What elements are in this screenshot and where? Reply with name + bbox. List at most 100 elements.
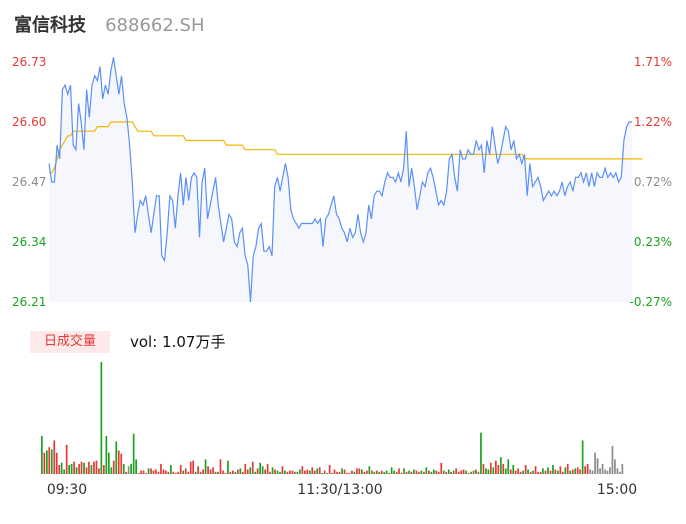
volume-bar [140,470,142,474]
volume-bar [524,465,527,474]
volume-bar [480,432,482,474]
volume-bar [271,467,274,474]
y2-tick-label: 0.72% [634,175,672,189]
volume-bar [137,472,140,474]
volume-bar [599,468,601,474]
volume-bar [539,471,542,474]
volume-bar [103,465,105,474]
stock-code: 688662.SH [105,15,205,36]
volume-bar [204,459,207,474]
volume-bar [177,471,180,474]
volume-bar [316,468,319,474]
volume-readout: vol: 1.07万手 [130,333,226,351]
volume-bar [194,471,197,474]
volume-bar [544,470,547,474]
volume-bar [356,468,358,474]
volume-bar [542,468,544,474]
volume-tab[interactable]: 日成交量 [30,331,110,353]
volume-bar [398,468,400,474]
volume-bar [291,470,294,474]
volume-bar [328,465,331,474]
volume-bar [380,470,383,474]
volume-bar [261,466,264,474]
volume-bar [591,470,594,474]
volume-bar [405,471,408,474]
volume-bar [222,470,224,474]
volume-bar [554,469,557,474]
volume-bar [383,471,386,474]
volume-bar [60,462,63,474]
volume-bar [445,471,448,474]
volume-bar [447,469,450,474]
volume-bar [167,471,170,474]
volume-bar [353,471,356,474]
volume-bar [467,472,470,474]
volume-bar [311,467,314,474]
volume-bar [41,435,43,474]
volume-bar [346,472,348,474]
volume-bar [286,471,289,474]
volume-bar [487,469,490,474]
volume-bar [514,470,517,474]
volume-bar [110,467,113,474]
volume-bar [470,471,472,474]
volume-bar [547,467,549,474]
volume-bar [348,472,351,474]
y2-tick-label: -0.27% [630,295,672,309]
volume-bar [100,362,103,474]
volume-bar [368,466,371,474]
volume-bar [313,470,316,474]
volume-bar [244,463,247,474]
volume-bar [579,469,581,474]
x-tick-label: 15:00 [597,482,637,498]
volume-bar [566,463,569,474]
volume-bar [393,470,395,474]
volume-bar [217,471,219,474]
volume-bar [343,469,346,474]
volume-bar [455,468,457,474]
volume-bar [504,468,507,474]
volume-bar [482,463,485,474]
volume-bar [601,463,604,474]
volume-bar [532,470,534,474]
volume-bar [88,461,90,474]
volume-bar [420,470,423,474]
y-tick-label: 26.60 [12,115,46,129]
volume-bar [145,472,147,474]
volume-bar [415,470,418,474]
volume-bar [182,470,185,474]
volume-bar [98,468,100,474]
volume-bar [43,452,46,474]
volume-bar [120,453,123,474]
volume-bar [611,446,614,474]
volume-bar [274,469,276,474]
volume-bar [465,470,467,474]
volume-bar [105,435,108,474]
volume-bar [388,472,390,474]
volume-bar [428,470,430,474]
volume-bar [147,468,150,474]
volume-bar [537,471,539,474]
volume-bar [596,458,599,474]
volume-bar [619,471,621,474]
volume-bar [269,471,271,474]
y-tick-label: 26.73 [12,55,46,69]
volume-bar [112,460,115,474]
volume-bar [281,466,284,474]
volume-bar [358,468,361,474]
volume-bar [306,469,309,474]
volume-bar [366,470,368,474]
volume-bar [125,471,127,474]
volume-bar [80,461,83,474]
volume-bar [517,468,519,474]
stock-title: 富信科技 688662.SH [14,12,205,40]
volume-bar [179,465,182,474]
volume-bar [490,462,492,474]
volume-bar [522,470,524,474]
volume-bar [192,460,194,474]
volume-bar [425,467,428,474]
volume-bar [237,469,239,474]
volume-bar [323,470,326,474]
volume-bar [442,470,445,474]
volume-bar [184,468,187,474]
